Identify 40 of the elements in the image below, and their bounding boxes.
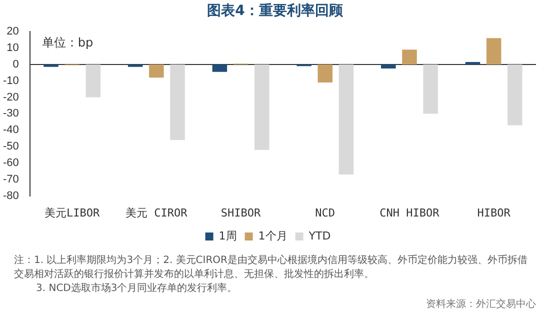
x-tick-label: CNH HIBOR [380, 206, 440, 220]
bar [212, 64, 228, 72]
text: 3. NCD选取市场3个月同业存单的发行利率。 [35, 282, 238, 296]
annotation: 单位：bp [42, 36, 94, 50]
bar [128, 64, 143, 67]
bar [254, 64, 270, 150]
chart-title: 图表4：重要利率回顾 [206, 2, 344, 21]
x-tick-label: 美元 CIROR [126, 206, 188, 220]
text: 资料来源：外汇交易中心 [425, 298, 536, 312]
x-tick-label: NCD [315, 206, 336, 220]
bar [318, 64, 333, 82]
legend-label: 1个月 [258, 229, 288, 242]
bar [423, 64, 438, 114]
x-tick-label: 美元LIBOR [44, 206, 100, 220]
bar [170, 64, 185, 140]
y-tick-label: 0 [12, 58, 19, 70]
y-tick-label: 20 [6, 26, 19, 38]
x-tick-label: HIBOR [477, 206, 511, 220]
y-tick-label: -30 [2, 108, 19, 120]
legend-label: YTD [308, 229, 331, 242]
y-tick-label: -80 [2, 190, 19, 202]
y-tick-label: -10 [2, 74, 19, 87]
bar [402, 50, 417, 64]
bar [44, 64, 58, 67]
text: 注：1. 以上利率期限均为3个月；2. 美元CIROR是由交易中心根据境内信用等级较高、外币定价能力较强、外币拆借交易相对活跃的银行报价计算并发布的以单利计息、无担保、批发性的拆出利率。 [14, 254, 529, 282]
bar [86, 64, 101, 98]
legend-label: 1周 [218, 229, 237, 242]
bar [486, 38, 502, 64]
x-tick-label: SHIBOR [220, 206, 262, 220]
bar [465, 62, 480, 64]
y-tick-label: -50 [2, 140, 19, 153]
y-tick-label: -20 [2, 91, 19, 104]
y-tick-label: 10 [6, 42, 19, 54]
bar [381, 64, 396, 69]
bar [149, 64, 164, 78]
y-tick-label: -60 [2, 156, 19, 169]
bar [338, 64, 354, 174]
bar [508, 64, 522, 126]
y-tick-label: -70 [2, 173, 19, 186]
y-tick-label: -40 [2, 124, 19, 136]
